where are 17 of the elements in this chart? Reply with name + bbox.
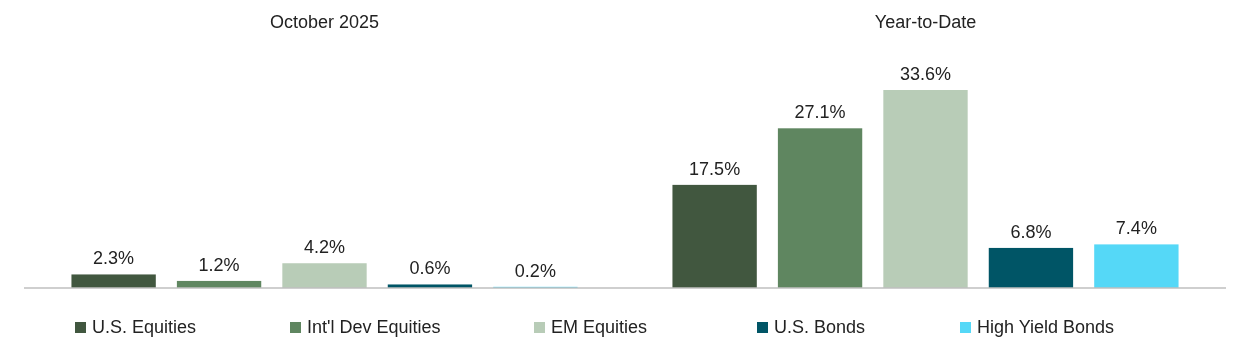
data-label: 33.6% [899, 64, 952, 84]
data-label: 4.2% [303, 237, 346, 258]
data-label: 2.3% [93, 248, 135, 269]
data-label: 17.5% [689, 158, 741, 179]
data-label: 27.1% [794, 102, 846, 123]
legend-label: U.S. Bonds [774, 317, 866, 337]
data-label: 6.8% [1010, 221, 1052, 242]
data-label: 1.2% [198, 254, 240, 275]
legend-label: EM Equities [551, 317, 648, 337]
legend-label: High Yield Bonds [977, 317, 1115, 337]
x-tick-label: Year-to-Date [874, 12, 977, 32]
data-label: 0.6% [409, 258, 451, 279]
data-label: 0.2% [514, 260, 556, 281]
data-label: 7.4% [1115, 218, 1157, 239]
legend-label: U.S. Equities [92, 317, 197, 337]
legend-label: Int'l Dev Equities [307, 317, 441, 337]
x-tick-label: October 2025 [269, 12, 380, 32]
